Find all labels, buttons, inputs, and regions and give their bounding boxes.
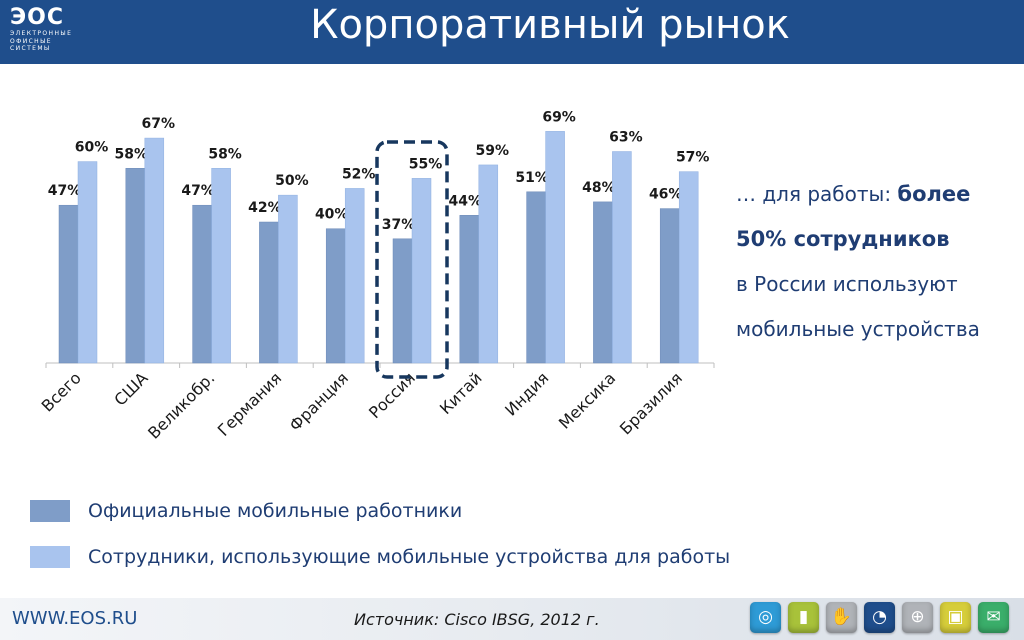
x-tick-label-0: Всего	[38, 368, 85, 415]
data-label-devices-5: 55%	[409, 156, 443, 172]
bar-official-3	[259, 221, 279, 364]
bar-official-5	[392, 238, 413, 364]
slide-title: Корпоративный рынок	[310, 2, 790, 48]
logo-sub-text: ЭЛЕКТРОННЫЕ ОФИСНЫЕ СИСТЕМЫ	[10, 30, 73, 52]
bar-official-0	[58, 204, 79, 364]
side-note-line-1: … для работы: более	[736, 172, 1016, 217]
bar-devices-4	[344, 188, 365, 364]
bar-official-9	[659, 208, 680, 364]
bar-devices-5	[411, 178, 432, 364]
source-note: Источник: Cisco IBSG, 2012 г.	[354, 610, 600, 629]
header-bar: ЭОС ЭЛЕКТРОННЫЕ ОФИСНЫЕ СИСТЕМЫ Корпорат…	[0, 0, 1024, 64]
data-label-devices-1: 67%	[142, 116, 176, 132]
legend-label-devices: Сотрудники, использующие мобильные устро…	[88, 546, 731, 568]
x-tick-label-3: Германия	[214, 368, 286, 440]
bar-devices-8	[612, 151, 632, 364]
globe-icon[interactable]: ◎	[750, 602, 781, 633]
bar-devices-2	[211, 168, 231, 364]
data-label-official-5: 37%	[382, 217, 416, 233]
bar-official-4	[325, 228, 346, 364]
data-label-official-0: 47%	[48, 183, 82, 199]
bar-devices-9	[678, 171, 699, 364]
data-label-official-8: 48%	[582, 180, 616, 196]
footer-bar: WWW.EOS.RU Источник: Cisco IBSG, 2012 г.…	[0, 598, 1024, 640]
data-label-devices-3: 50%	[275, 173, 309, 189]
eos-logo[interactable]: ЭОС ЭЛЕКТРОННЫЕ ОФИСНЫЕ СИСТЕМЫ	[10, 6, 90, 62]
data-label-official-4: 40%	[315, 207, 349, 223]
data-label-devices-7: 69%	[542, 109, 576, 125]
mail-icon[interactable]: ✉	[978, 602, 1009, 633]
bar-chart-icon[interactable]: ▮	[788, 602, 819, 633]
data-label-official-3: 42%	[248, 200, 282, 216]
bar-chart: 47% 60% Всего 58% 67% США 47% 58% Великобр. 42% 50…	[38, 109, 715, 443]
site-link[interactable]: WWW.EOS.RU	[12, 608, 138, 629]
handshake-icon[interactable]: ✋	[826, 602, 857, 633]
data-label-official-1: 58%	[115, 146, 149, 162]
legend-label-official: Официальные мобильные работники	[88, 500, 463, 522]
bar-devices-0	[77, 161, 98, 364]
data-label-devices-9: 57%	[676, 150, 710, 166]
data-label-official-9: 46%	[649, 187, 683, 203]
bar-official-8	[593, 201, 613, 364]
side-note-emphasis-1: более	[897, 182, 971, 206]
data-label-official-6: 44%	[449, 193, 483, 209]
data-label-devices-0: 60%	[75, 140, 109, 156]
logo-main-text: ЭОС	[10, 5, 64, 30]
x-tick-label-4: Франция	[285, 368, 352, 435]
highlight-box	[375, 140, 449, 379]
x-tick-label-8: Мексика	[555, 368, 619, 432]
side-note-prefix: … для работы:	[736, 182, 898, 206]
legend-swatch-devices	[30, 546, 70, 568]
bar-official-7	[526, 191, 546, 364]
bar-official-1	[125, 168, 146, 364]
bar-devices-3	[278, 194, 298, 364]
legend-item-devices: Сотрудники, использующие мобильные устро…	[30, 544, 830, 572]
data-label-devices-8: 63%	[609, 130, 643, 146]
side-note-line-2: 50% сотрудников	[736, 227, 950, 251]
side-note-line-4: мобильные устройства	[736, 317, 980, 341]
pie-chart-icon[interactable]: ◔	[864, 602, 895, 633]
x-tick-label-1: США	[110, 368, 151, 409]
world-icon[interactable]: ⊕	[902, 602, 933, 633]
legend-swatch-official	[30, 500, 70, 522]
bar-devices-6	[478, 164, 499, 364]
bar-official-2	[192, 204, 212, 364]
side-note-line-3: в России используют	[736, 272, 958, 296]
bar-official-6	[459, 215, 480, 364]
side-note: … для работы: более 50% сотрудников в Ро…	[736, 172, 1016, 352]
x-tick-label-7: Индия	[501, 368, 552, 419]
data-label-devices-6: 59%	[476, 143, 510, 159]
legend-item-official: Официальные мобильные работники	[30, 498, 830, 526]
data-label-devices-4: 52%	[342, 166, 376, 182]
x-tick-label-9: Бразилия	[616, 368, 686, 438]
data-label-official-2: 47%	[181, 183, 215, 199]
x-tick-label-2: Великобр.	[144, 368, 218, 442]
bar-devices-1	[144, 137, 165, 364]
data-label-devices-2: 58%	[208, 146, 242, 162]
data-label-official-7: 51%	[515, 170, 549, 186]
bar-devices-7	[545, 131, 565, 364]
document-icon[interactable]: ▣	[940, 602, 971, 633]
